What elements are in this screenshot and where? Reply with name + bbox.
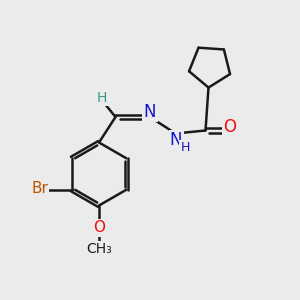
Text: Br: Br: [31, 181, 48, 196]
Text: N: N: [170, 131, 182, 149]
Text: O: O: [93, 220, 105, 236]
Text: H: H: [180, 141, 190, 154]
Text: N: N: [144, 103, 156, 121]
Text: H: H: [97, 91, 107, 105]
Text: O: O: [224, 118, 237, 136]
Text: CH₃: CH₃: [86, 242, 112, 256]
